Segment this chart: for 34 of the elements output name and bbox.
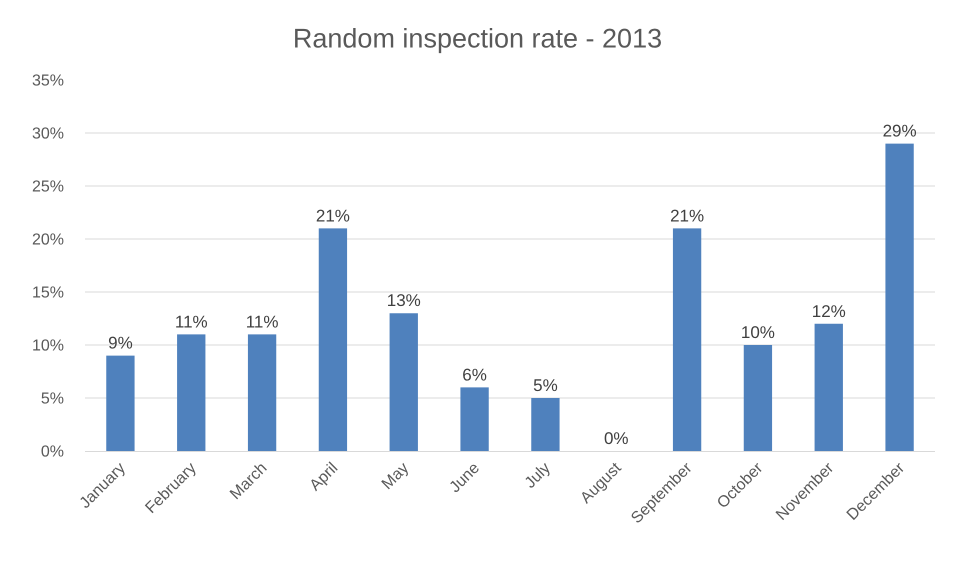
bar (885, 144, 914, 451)
data-label: 12% (812, 302, 846, 321)
bar (106, 356, 135, 451)
chart-title: Random inspection rate - 2013 (292, 24, 662, 54)
y-tick-label: 20% (32, 232, 64, 249)
data-label: 11% (246, 312, 278, 332)
bar (672, 228, 702, 451)
y-tick-label: 0% (40, 444, 64, 461)
y-tick-label: 25% (32, 178, 64, 196)
bar (814, 324, 843, 451)
bar (390, 313, 418, 451)
bar (531, 398, 560, 451)
data-label: 13% (386, 291, 421, 310)
data-label: 5% (533, 376, 558, 395)
bar (248, 334, 276, 451)
data-label: 21% (670, 206, 704, 226)
data-label: 11% (174, 312, 208, 332)
bar (460, 387, 489, 451)
bar (177, 334, 206, 451)
x-tick-label: May (378, 460, 412, 494)
y-tick-label: 30% (32, 126, 64, 143)
bar (318, 228, 348, 451)
x-tick-label: July (522, 460, 554, 492)
data-label: 29% (882, 122, 917, 141)
data-label: 9% (108, 334, 133, 353)
data-label: 21% (316, 206, 350, 226)
data-label: 10% (740, 323, 775, 342)
y-tick-label: 35% (32, 72, 64, 90)
y-tick-label: 15% (32, 284, 64, 302)
bar (744, 345, 772, 451)
y-tick-label: 5% (40, 390, 64, 408)
y-tick-label: 10% (32, 338, 64, 355)
data-label: 0% (604, 429, 629, 448)
data-label: 6% (462, 365, 487, 384)
